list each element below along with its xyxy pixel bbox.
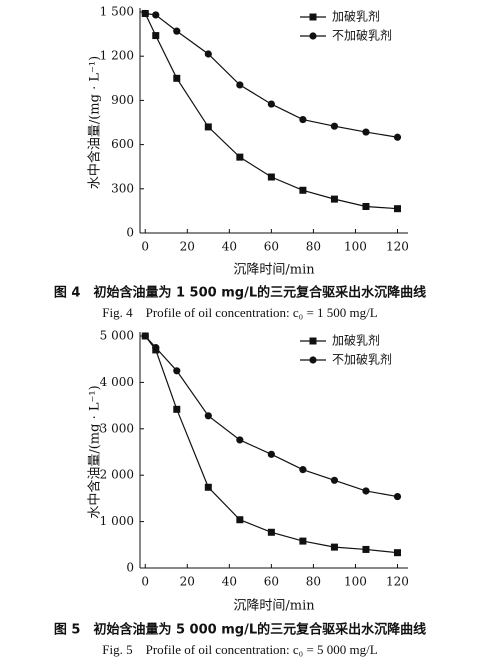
marker (362, 487, 370, 495)
x-axis-label: 沉降时间/min (233, 599, 315, 614)
x-tick-label: 20 (180, 240, 195, 254)
marker (267, 100, 275, 108)
marker (267, 173, 275, 181)
y-tick-label: 1 000 (100, 514, 134, 528)
marker (141, 332, 149, 340)
y-tick-label: 5 000 (100, 329, 134, 343)
y-axis-label: 水中含油量/(mg · L⁻¹) (87, 56, 103, 189)
x-tick-label: 20 (180, 575, 195, 589)
legend-label: 不加破乳剂 (332, 352, 392, 367)
legend-marker (309, 337, 317, 345)
x-tick-label: 60 (264, 240, 279, 254)
x-tick-label: 40 (222, 575, 237, 589)
marker (267, 450, 275, 458)
marker (236, 516, 244, 524)
marker (152, 11, 160, 19)
caption: 图 4 初始含油量为 1 500 mg/L的三元复合驱采出水沉降曲线 (54, 285, 426, 301)
y-tick-label: 4 000 (100, 375, 134, 389)
y-tick-label: 1 500 (100, 5, 134, 19)
x-tick-label: 0 (141, 575, 149, 589)
marker (173, 27, 181, 35)
marker (236, 153, 244, 161)
x-tick-label: 0 (141, 240, 149, 254)
marker (204, 483, 212, 491)
x-tick-label: 100 (344, 575, 367, 589)
marker (236, 436, 244, 444)
legend-label: 加破乳剂 (332, 333, 380, 348)
x-axis-label: 沉降时间/min (233, 263, 315, 278)
marker (299, 186, 307, 194)
marker (152, 344, 160, 352)
y-tick-label: 600 (111, 137, 134, 151)
marker (173, 74, 181, 82)
marker (330, 543, 338, 551)
legend-marker (309, 32, 317, 40)
legend-label: 加破乳剂 (332, 9, 380, 24)
y-tick-label: 0 (126, 561, 134, 575)
marker (330, 195, 338, 203)
marker (267, 528, 275, 536)
marker (393, 133, 402, 141)
marker (299, 537, 307, 545)
marker (299, 466, 307, 474)
series-line (144, 13, 398, 210)
marker (330, 476, 339, 484)
marker (204, 412, 212, 420)
marker (173, 405, 181, 413)
caption: 图 5 初始含油量为 5 000 mg/L的三元复合驱采出水沉降曲线 (54, 622, 426, 638)
marker (393, 549, 401, 557)
marker (236, 81, 244, 89)
legend-marker (309, 13, 317, 21)
y-tick-label: 300 (111, 181, 134, 195)
y-tick-label: 2 000 (100, 468, 134, 482)
marker (362, 545, 370, 553)
marker (330, 122, 339, 130)
marker (204, 50, 212, 58)
y-tick-label: 3 000 (100, 421, 134, 435)
marker (152, 32, 160, 40)
x-tick-label: 80 (306, 240, 321, 254)
x-tick-label: 40 (222, 240, 237, 254)
x-tick-label: 120 (386, 575, 409, 589)
marker (141, 9, 149, 18)
marker (362, 128, 370, 136)
caption-en: Fig. 5 Profile of oil concentration: c₀ … (102, 642, 377, 657)
marker (362, 202, 370, 210)
marker (173, 367, 181, 375)
y-axis-label: 水中含油量/(mg · L⁻¹) (87, 385, 103, 518)
marker (393, 492, 402, 501)
x-tick-label: 100 (344, 240, 367, 254)
series-line (144, 335, 398, 498)
x-tick-label: 60 (264, 575, 279, 589)
legend-marker (309, 356, 317, 364)
y-tick-label: 0 (126, 226, 134, 240)
x-tick-label: 120 (386, 240, 409, 254)
x-tick-label: 80 (306, 575, 321, 589)
y-tick-label: 900 (111, 93, 134, 107)
series-line (145, 12, 398, 138)
legend-label: 不加破乳剂 (332, 28, 392, 43)
marker (393, 205, 401, 213)
y-tick-label: 1 200 (100, 49, 134, 63)
caption-en: Fig. 4 Profile of oil concentration: c₀ … (102, 305, 377, 320)
series-line (144, 335, 398, 554)
marker (204, 123, 212, 131)
marker (299, 115, 307, 124)
